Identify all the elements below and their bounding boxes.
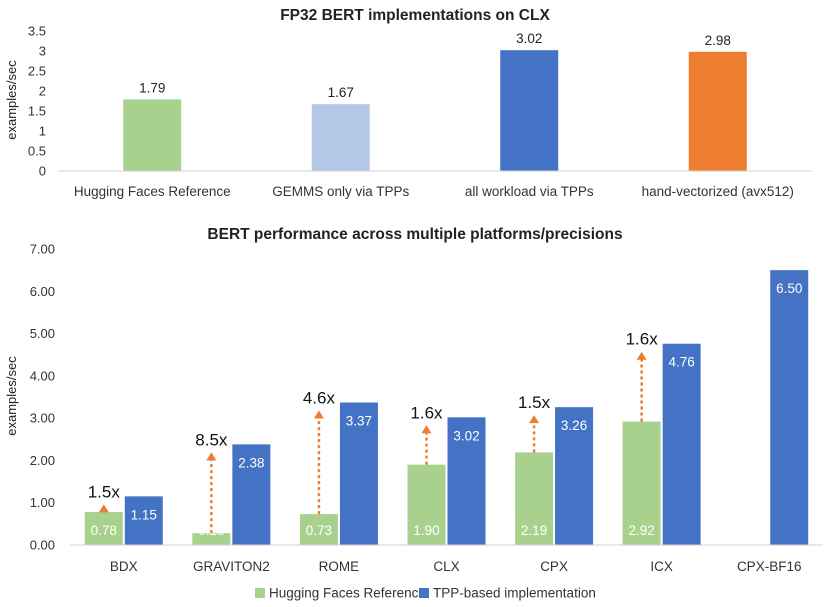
chart2-speedup-label: 1.6x [410,403,443,422]
chart2-bar-hugging-graviton2 [192,533,231,545]
chart2-y-tick-label: 4.00 [30,368,55,383]
chart2-y-axis-label: examples/sec [4,356,19,436]
chart2-data-label-tpp: 1.15 [131,507,157,522]
chart2-speedup-arrowhead [98,504,109,513]
chart2-x-tick-label: CPX-BF16 [737,559,802,574]
chart2-data-label-hugging: 0.78 [91,523,117,538]
chart2-x-labels: BDX GRAVITON2 ROME CLX CPX ICX CPX-BF16 [110,559,802,574]
chart1-y-tick-label: 2.5 [28,64,46,79]
chart2-speedup-arrowhead [206,452,217,461]
chart2-data-label-tpp: 4.76 [669,355,695,370]
chart1-y-tick-label: 2 [39,84,46,99]
chart2-speedup-label: 1.6x [626,330,659,349]
chart2-y-ticks: 0.00 1.00 2.00 3.00 4.00 5.00 6.00 7.00 [30,242,55,553]
chart2-y-tick-label: 5.00 [30,326,55,341]
chart1-y-tick-label: 1 [39,124,46,139]
chart1-y-tick-label: 0 [39,164,46,179]
chart2-data-label-tpp: 3.37 [346,413,372,428]
chart2-data-label-hugging: 2.19 [521,523,547,538]
chart1-x-labels: Hugging Faces Reference GEMMS only via TP… [74,184,794,199]
chart2-bar-tpp-bdx [124,496,163,545]
chart2-data-label-tpp: 6.50 [776,281,802,296]
chart2-speedup-arrows: 1.5x 8.5x 4.6x 1.6x 1.5x 1.6x [88,330,659,534]
chart2-bars: 0.781.150.282.380.733.371.903.022.193.26… [84,270,809,545]
chart2-y-tick-label: 0.00 [30,538,55,553]
chart1-bars: 1.79 1.67 3.02 2.98 [123,31,747,172]
chart2-speedup-label: 8.5x [195,430,228,449]
chart2-data-label-tpp: 3.02 [453,428,479,443]
chart1-bar-all-workload-via-tpps [500,50,559,172]
chart1-y-axis-label: examples/sec [4,60,19,140]
chart2-speedup-arrowhead [529,415,540,424]
chart2-speedup-label: 1.5x [88,482,121,501]
chart-bert-platforms: BERT performance across multiple platfor… [4,226,823,601]
chart2-speedup-arrowhead [421,425,432,434]
chart2-bar-tpp-cpx-bf16 [770,270,809,545]
chart1-y-tick-label: 1.5 [28,104,46,119]
chart2-speedup-arrowhead [636,351,647,360]
chart1-x-tick-label: GEMMS only via TPPs [272,184,409,199]
chart1-data-label: 1.79 [139,80,165,95]
chart2-bar-hugging-bdx [84,512,123,545]
legend-swatch-tpp [419,588,429,598]
chart2-title: BERT performance across multiple platfor… [207,226,622,243]
chart2-data-label-tpp: 2.38 [238,455,264,470]
chart2-bar-hugging-rome [299,514,338,545]
chart2-x-tick-label: ICX [650,559,673,574]
chart1-x-tick-label: all workload via TPPs [465,184,594,199]
chart2-x-tick-label: ROME [319,559,360,574]
chart2-data-label-hugging: 0.73 [306,523,332,538]
chart1-y-tick-label: 0.5 [28,144,46,159]
chart2-data-label-hugging: 2.92 [629,523,655,538]
chart2-bar-hugging-icx [622,421,661,545]
chart2-speedup-arrowhead [313,410,324,419]
chart2-y-tick-label: 6.00 [30,284,55,299]
legend-swatch-hugging-faces [255,588,265,598]
legend-label-hugging-faces: Hugging Faces Reference [269,586,426,601]
chart2-data-label-tpp: 3.26 [561,418,587,433]
chart1-y-tick-label: 3 [39,44,46,59]
chart1-bar-hand-vectorized-avx512 [688,51,747,171]
chart2-bar-tpp-graviton2 [232,444,271,545]
chart2-bar-hugging-cpx [515,452,554,545]
chart2-bar-hugging-clx [407,464,446,545]
chart1-x-tick-label: hand-vectorized (avx512) [642,184,794,199]
chart2-y-tick-label: 3.00 [30,411,55,426]
chart2-bar-tpp-cpx [555,407,594,545]
chart1-x-tick-label: Hugging Faces Reference [74,184,231,199]
chart2-x-tick-label: CLX [433,559,459,574]
chart1-y-ticks: 0 0.5 1 1.5 2 2.5 3 3.5 [28,24,46,179]
chart2-y-tick-label: 1.00 [30,495,55,510]
chart1-bar-gemms-only-via-tpps [311,104,370,171]
chart2-bar-tpp-rome [339,402,378,545]
chart2-bar-tpp-clx [447,417,486,545]
chart1-data-label: 3.02 [516,31,542,46]
chart2-data-label-hugging: 1.90 [413,523,439,538]
chart2-legend: Hugging Faces Reference TPP-based implem… [255,586,596,601]
chart2-y-tick-label: 2.00 [30,453,55,468]
chart-fp32-bert: FP32 BERT implementations on CLX example… [4,7,812,199]
chart2-speedup-label: 4.6x [303,388,336,407]
chart1-title: FP32 BERT implementations on CLX [280,7,550,24]
chart1-y-tick-label: 3.5 [28,24,46,39]
chart1-data-label: 2.98 [705,33,731,48]
chart2-bar-tpp-icx [662,343,701,545]
chart1-bar-hugging-faces-reference [123,99,182,171]
chart2-y-tick-label: 7.00 [30,242,55,257]
chart2-x-tick-label: BDX [110,559,138,574]
chart2-speedup-label: 1.5x [518,393,551,412]
legend-label-tpp: TPP-based implementation [433,586,596,601]
chart2-x-tick-label: CPX [540,559,568,574]
chart2-x-tick-label: GRAVITON2 [193,559,270,574]
chart1-data-label: 1.67 [328,85,354,100]
